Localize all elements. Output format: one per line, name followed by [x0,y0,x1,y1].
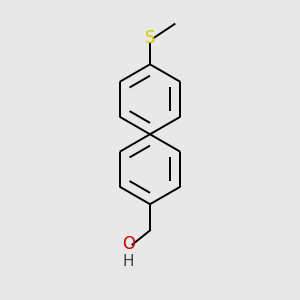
Text: S: S [145,29,155,47]
Text: H: H [122,254,134,269]
Text: O: O [122,236,135,253]
